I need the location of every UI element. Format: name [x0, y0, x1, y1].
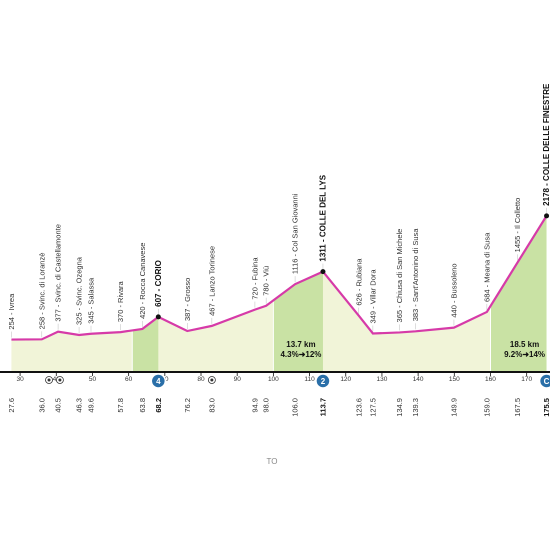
- category-label: 2: [321, 377, 326, 386]
- climb-fill: [132, 316, 159, 372]
- km-label: 27.6: [7, 398, 16, 413]
- point-label: 349 - Villar Dora: [368, 269, 377, 324]
- km-label: 57.8: [116, 398, 125, 413]
- km-label: 175.5: [542, 398, 550, 417]
- km-label: 159.0: [482, 398, 491, 417]
- category-badge: [538, 373, 550, 389]
- point-label: 325 - Svinc. Ozegna: [75, 256, 84, 325]
- km-label: 40.5: [54, 398, 63, 413]
- km-label: 139.3: [411, 398, 420, 417]
- summit-dot: [544, 213, 550, 219]
- point-label: 607 - CORIO: [154, 260, 163, 307]
- km-label: 68.2: [154, 398, 163, 413]
- climb-gradient: 9.2%➜14%: [504, 350, 545, 359]
- sprint-dot: [47, 378, 51, 382]
- sprint-dot: [58, 378, 62, 382]
- km-label: 49.6: [87, 398, 96, 413]
- climb-length: 13.7 km: [286, 340, 315, 349]
- km-label: 127.5: [368, 398, 377, 417]
- km-label: 94.9: [250, 398, 259, 413]
- km-label: 83.0: [207, 398, 216, 413]
- km-label: 98.0: [262, 398, 271, 413]
- point-label: 467 - Lanzo Torinese: [207, 246, 216, 316]
- x-tick-label: 160: [485, 376, 496, 383]
- point-label: 254 - Ivrea: [7, 293, 16, 330]
- point-label: 383 - Sant'Antonino di Susa: [411, 228, 420, 322]
- km-label: 149.9: [449, 398, 458, 417]
- climb-gradient: 4.3%➜12%: [280, 350, 321, 359]
- x-tick-label: 110: [304, 376, 315, 383]
- category-label: 4: [156, 377, 161, 386]
- point-label: 377 - Svinc. di Castellamonte: [54, 224, 63, 322]
- point-label: 387 - Grosso: [183, 278, 192, 321]
- x-tick-label: 30: [16, 376, 24, 383]
- x-tick-label: 170: [521, 376, 532, 383]
- x-tick-label: 60: [125, 376, 133, 383]
- point-label: 345 - Salassa: [87, 277, 96, 324]
- x-tick-label: 90: [234, 376, 242, 383]
- x-tick-label: 100: [268, 376, 279, 383]
- point-label: 720 - Fubina: [250, 257, 259, 300]
- point-label: 258 - Svinc. di Loranzè: [37, 253, 46, 330]
- x-tick-label: 50: [89, 376, 97, 383]
- x-tick-label: 80: [197, 376, 205, 383]
- km-label: 46.3: [75, 398, 84, 413]
- sprint-dot: [210, 378, 214, 382]
- km-label: 76.2: [183, 398, 192, 413]
- climb-fill: [273, 271, 323, 372]
- point-label: 1455 - Il Colletto: [513, 198, 522, 253]
- category-badge: [150, 373, 167, 389]
- point-label: 684 - Meana di Susa: [482, 232, 491, 302]
- region-label: TO: [267, 457, 278, 466]
- summit-dot: [320, 269, 326, 275]
- km-label: 36.0: [37, 398, 46, 413]
- point-label: 420 - Rocca Canavese: [138, 243, 147, 319]
- summit-dot: [155, 314, 161, 320]
- category-badge: [315, 373, 331, 389]
- category-label: C: [544, 377, 550, 386]
- km-label: 167.5: [513, 398, 522, 417]
- km-label: 63.8: [138, 398, 147, 413]
- point-label: 1311 - COLLE DEL LYS: [318, 174, 327, 261]
- point-label: 440 - Bussoleno: [449, 263, 458, 317]
- climb-length: 18.5 km: [510, 340, 539, 349]
- x-tick-label: 150: [449, 376, 460, 383]
- km-label: 123.6: [354, 398, 363, 417]
- point-label: 1116 - Col San Giovanni: [291, 193, 300, 274]
- point-label: 626 - Rubiana: [354, 258, 363, 306]
- point-label: 365 - Chiusa di San Michele: [395, 229, 404, 323]
- km-label: 134.9: [395, 398, 404, 417]
- point-label: 370 - Rivara: [116, 280, 125, 322]
- profile-line: [11, 215, 548, 341]
- km-label: 106.0: [291, 398, 300, 417]
- climb-fill: [490, 215, 547, 372]
- point-label: 780 - Viù: [262, 266, 271, 296]
- km-label: 113.7: [318, 398, 327, 416]
- x-tick-label: 130: [377, 376, 388, 383]
- x-tick-label: 120: [340, 376, 351, 383]
- point-label: 2178 - COLLE DELLE FINESTRE: [542, 83, 550, 206]
- x-tick-label: 140: [413, 376, 424, 383]
